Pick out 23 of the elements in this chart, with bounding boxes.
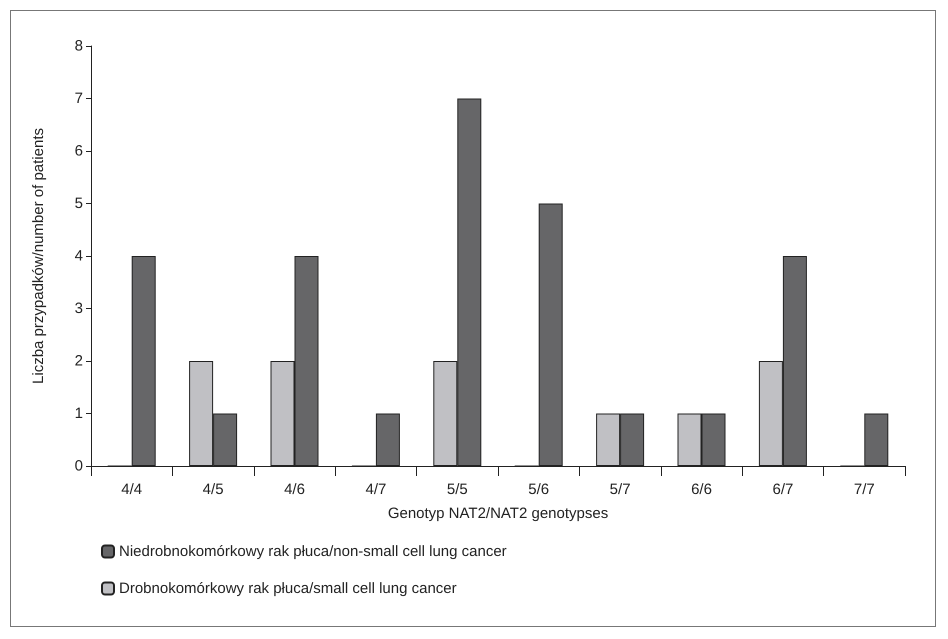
- x-tick-label: 6/6: [691, 481, 712, 498]
- y-tick-label: 4: [74, 248, 83, 264]
- legend-label: Niedrobnokomórkowy rak płuca/non-small cell lung cancer: [119, 543, 507, 560]
- legend-label: Drobnokomórkowy rak płuca/small cell lung cancer: [119, 580, 457, 597]
- y-tick-label: 8: [74, 38, 83, 54]
- y-tick-label: 5: [74, 195, 83, 212]
- y-tick-label: 6: [74, 142, 83, 160]
- x-tick-label: 4/5: [202, 481, 224, 498]
- x-tick-label: 5/6: [528, 481, 550, 498]
- x-tick-label: 6/7: [772, 481, 794, 498]
- x-tick-label: 5/7: [610, 481, 631, 498]
- x-tick-label: 4/7: [365, 481, 386, 498]
- y-axis-title: Liczba przypadków/number of patients: [30, 128, 47, 384]
- y-tick-label: 1: [74, 405, 83, 422]
- x-tick-label: 5/5: [446, 481, 468, 498]
- x-axis-title: Genotyp NAT2/NAT2 genotypses: [388, 505, 608, 522]
- x-tick-label: 4/4: [121, 481, 142, 498]
- y-tick-label: 2: [74, 352, 83, 370]
- x-tick-label: 7/7: [854, 481, 875, 498]
- x-tick-label: 4/6: [284, 481, 305, 498]
- y-tick-label: 7: [74, 90, 83, 107]
- y-tick-label: 0: [74, 458, 83, 474]
- y-tick-label: 3: [74, 300, 83, 317]
